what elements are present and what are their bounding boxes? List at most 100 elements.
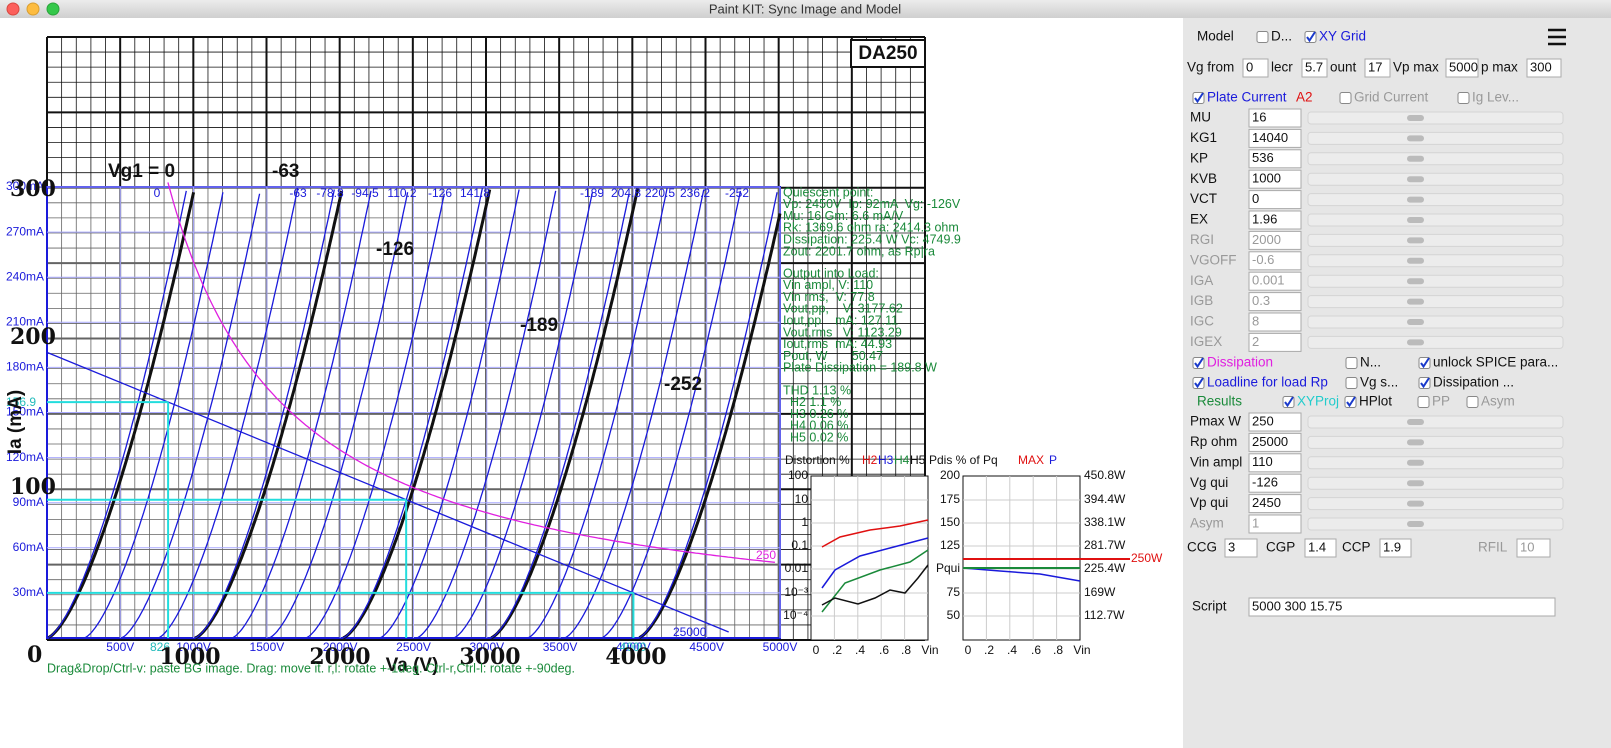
slider-track[interactable] <box>1307 456 1564 470</box>
param-label: IGA <box>1190 273 1213 288</box>
grid-curve-label: -126 <box>428 186 452 200</box>
param-label: KG1 <box>1190 130 1217 145</box>
checkbox[interactable] <box>1339 92 1352 104</box>
zoom-button[interactable] <box>46 2 60 16</box>
model-curve <box>269 192 409 639</box>
slider-thumb[interactable] <box>1407 500 1424 507</box>
input-field[interactable] <box>1364 58 1391 78</box>
input-field[interactable] <box>1242 58 1269 78</box>
slider-thumb[interactable] <box>1407 319 1424 325</box>
input-field[interactable] <box>1248 210 1302 230</box>
grid-curve-label: -252 <box>725 186 749 200</box>
input-field[interactable] <box>1301 58 1328 78</box>
input-field[interactable] <box>1248 251 1302 271</box>
slider-thumb[interactable] <box>1407 135 1424 142</box>
distortion-title: MAX <box>1018 453 1044 467</box>
checkbox[interactable] <box>1345 377 1358 389</box>
slider-thumb[interactable] <box>1407 196 1424 203</box>
checkbox[interactable] <box>1417 396 1430 408</box>
slider-track[interactable] <box>1307 517 1564 531</box>
slider-track[interactable] <box>1307 152 1564 166</box>
input-value: 536 <box>1252 150 1274 165</box>
input-field[interactable] <box>1248 332 1302 352</box>
input-field[interactable] <box>1248 190 1302 210</box>
input-value: 110 <box>1252 454 1273 469</box>
checkbox[interactable] <box>1466 396 1479 408</box>
input-field[interactable] <box>1248 128 1302 148</box>
slider-track[interactable] <box>1307 274 1564 288</box>
slider-track[interactable] <box>1307 213 1564 227</box>
mini-x-label: .4 <box>855 643 865 657</box>
panel-label: PP <box>1432 394 1450 409</box>
input-field[interactable] <box>1248 169 1302 189</box>
input-field[interactable] <box>1304 538 1337 558</box>
slider-thumb[interactable] <box>1407 439 1424 446</box>
panel-label: HPlot <box>1359 394 1392 409</box>
input-field[interactable] <box>1248 312 1302 332</box>
input-field[interactable] <box>1248 412 1302 432</box>
input-field[interactable] <box>1248 271 1302 291</box>
input-field[interactable] <box>1248 514 1302 534</box>
input-field[interactable] <box>1445 58 1479 78</box>
input-field[interactable] <box>1248 149 1302 169</box>
param-label: IGC <box>1190 314 1214 329</box>
input-field[interactable] <box>1248 453 1302 473</box>
panel-label: unlock SPICE para... <box>1433 355 1558 370</box>
slider-track[interactable] <box>1307 435 1564 449</box>
slider-track[interactable] <box>1307 172 1564 186</box>
slider-thumb[interactable] <box>1407 459 1424 466</box>
input-field[interactable] <box>1516 538 1551 558</box>
distortion-title: P <box>1049 453 1057 467</box>
model-curve <box>602 190 742 639</box>
param-label: RGI <box>1190 232 1214 247</box>
input-field[interactable] <box>1248 494 1302 514</box>
info-line: H3 0.26 % <box>783 407 848 421</box>
slider-thumb[interactable] <box>1407 521 1424 527</box>
input-field[interactable] <box>1379 538 1412 558</box>
info-line: Iout,pp mA: 127.11 <box>783 313 898 327</box>
slider-thumb[interactable] <box>1407 339 1424 346</box>
slider-track[interactable] <box>1307 476 1564 490</box>
slider-thumb[interactable] <box>1407 176 1424 183</box>
slider-track[interactable] <box>1307 335 1564 349</box>
input-field[interactable] <box>1248 432 1302 452</box>
slider-thumb[interactable] <box>1407 278 1424 285</box>
mini-x-label: 0 <box>965 643 972 657</box>
input-value: 10 <box>1520 539 1534 554</box>
input-field[interactable] <box>1248 473 1302 493</box>
slider-track[interactable] <box>1307 415 1564 429</box>
input-field[interactable] <box>1224 538 1258 558</box>
input-field[interactable] <box>1526 58 1562 78</box>
slider-track[interactable] <box>1307 254 1564 268</box>
slider-thumb[interactable] <box>1407 298 1424 305</box>
slider-track[interactable] <box>1307 233 1564 247</box>
checkbox[interactable] <box>1457 92 1470 104</box>
slider-thumb[interactable] <box>1407 115 1424 121</box>
slider-thumb[interactable] <box>1407 419 1424 425</box>
input-field[interactable] <box>1248 292 1302 312</box>
slider-track[interactable] <box>1307 131 1564 145</box>
slider-thumb[interactable] <box>1407 237 1424 244</box>
menu-icon[interactable] <box>1548 28 1566 46</box>
grid-curve-label: -63 <box>289 186 307 200</box>
slider-thumb[interactable] <box>1407 480 1424 487</box>
slider-thumb[interactable] <box>1407 257 1424 264</box>
slider-thumb[interactable] <box>1407 217 1424 223</box>
slider-track[interactable] <box>1307 111 1564 125</box>
slider-track[interactable] <box>1307 315 1564 329</box>
minimize-button[interactable] <box>26 2 40 16</box>
param-label: MU <box>1190 110 1211 125</box>
close-button[interactable] <box>6 2 20 16</box>
info-line: Vin ampl, V: 110 <box>783 278 873 292</box>
input-field[interactable] <box>1248 230 1302 250</box>
checkbox[interactable] <box>1345 357 1358 369</box>
slider-track[interactable] <box>1307 295 1564 309</box>
input-field[interactable] <box>1248 597 1556 617</box>
slider-track[interactable] <box>1307 193 1564 207</box>
input-field[interactable] <box>1248 108 1302 128</box>
panel-label: XY Grid <box>1319 29 1366 44</box>
slider-track[interactable] <box>1307 497 1564 511</box>
checkbox[interactable] <box>1256 31 1269 43</box>
param-label: IGB <box>1190 293 1213 308</box>
slider-thumb[interactable] <box>1407 155 1424 162</box>
